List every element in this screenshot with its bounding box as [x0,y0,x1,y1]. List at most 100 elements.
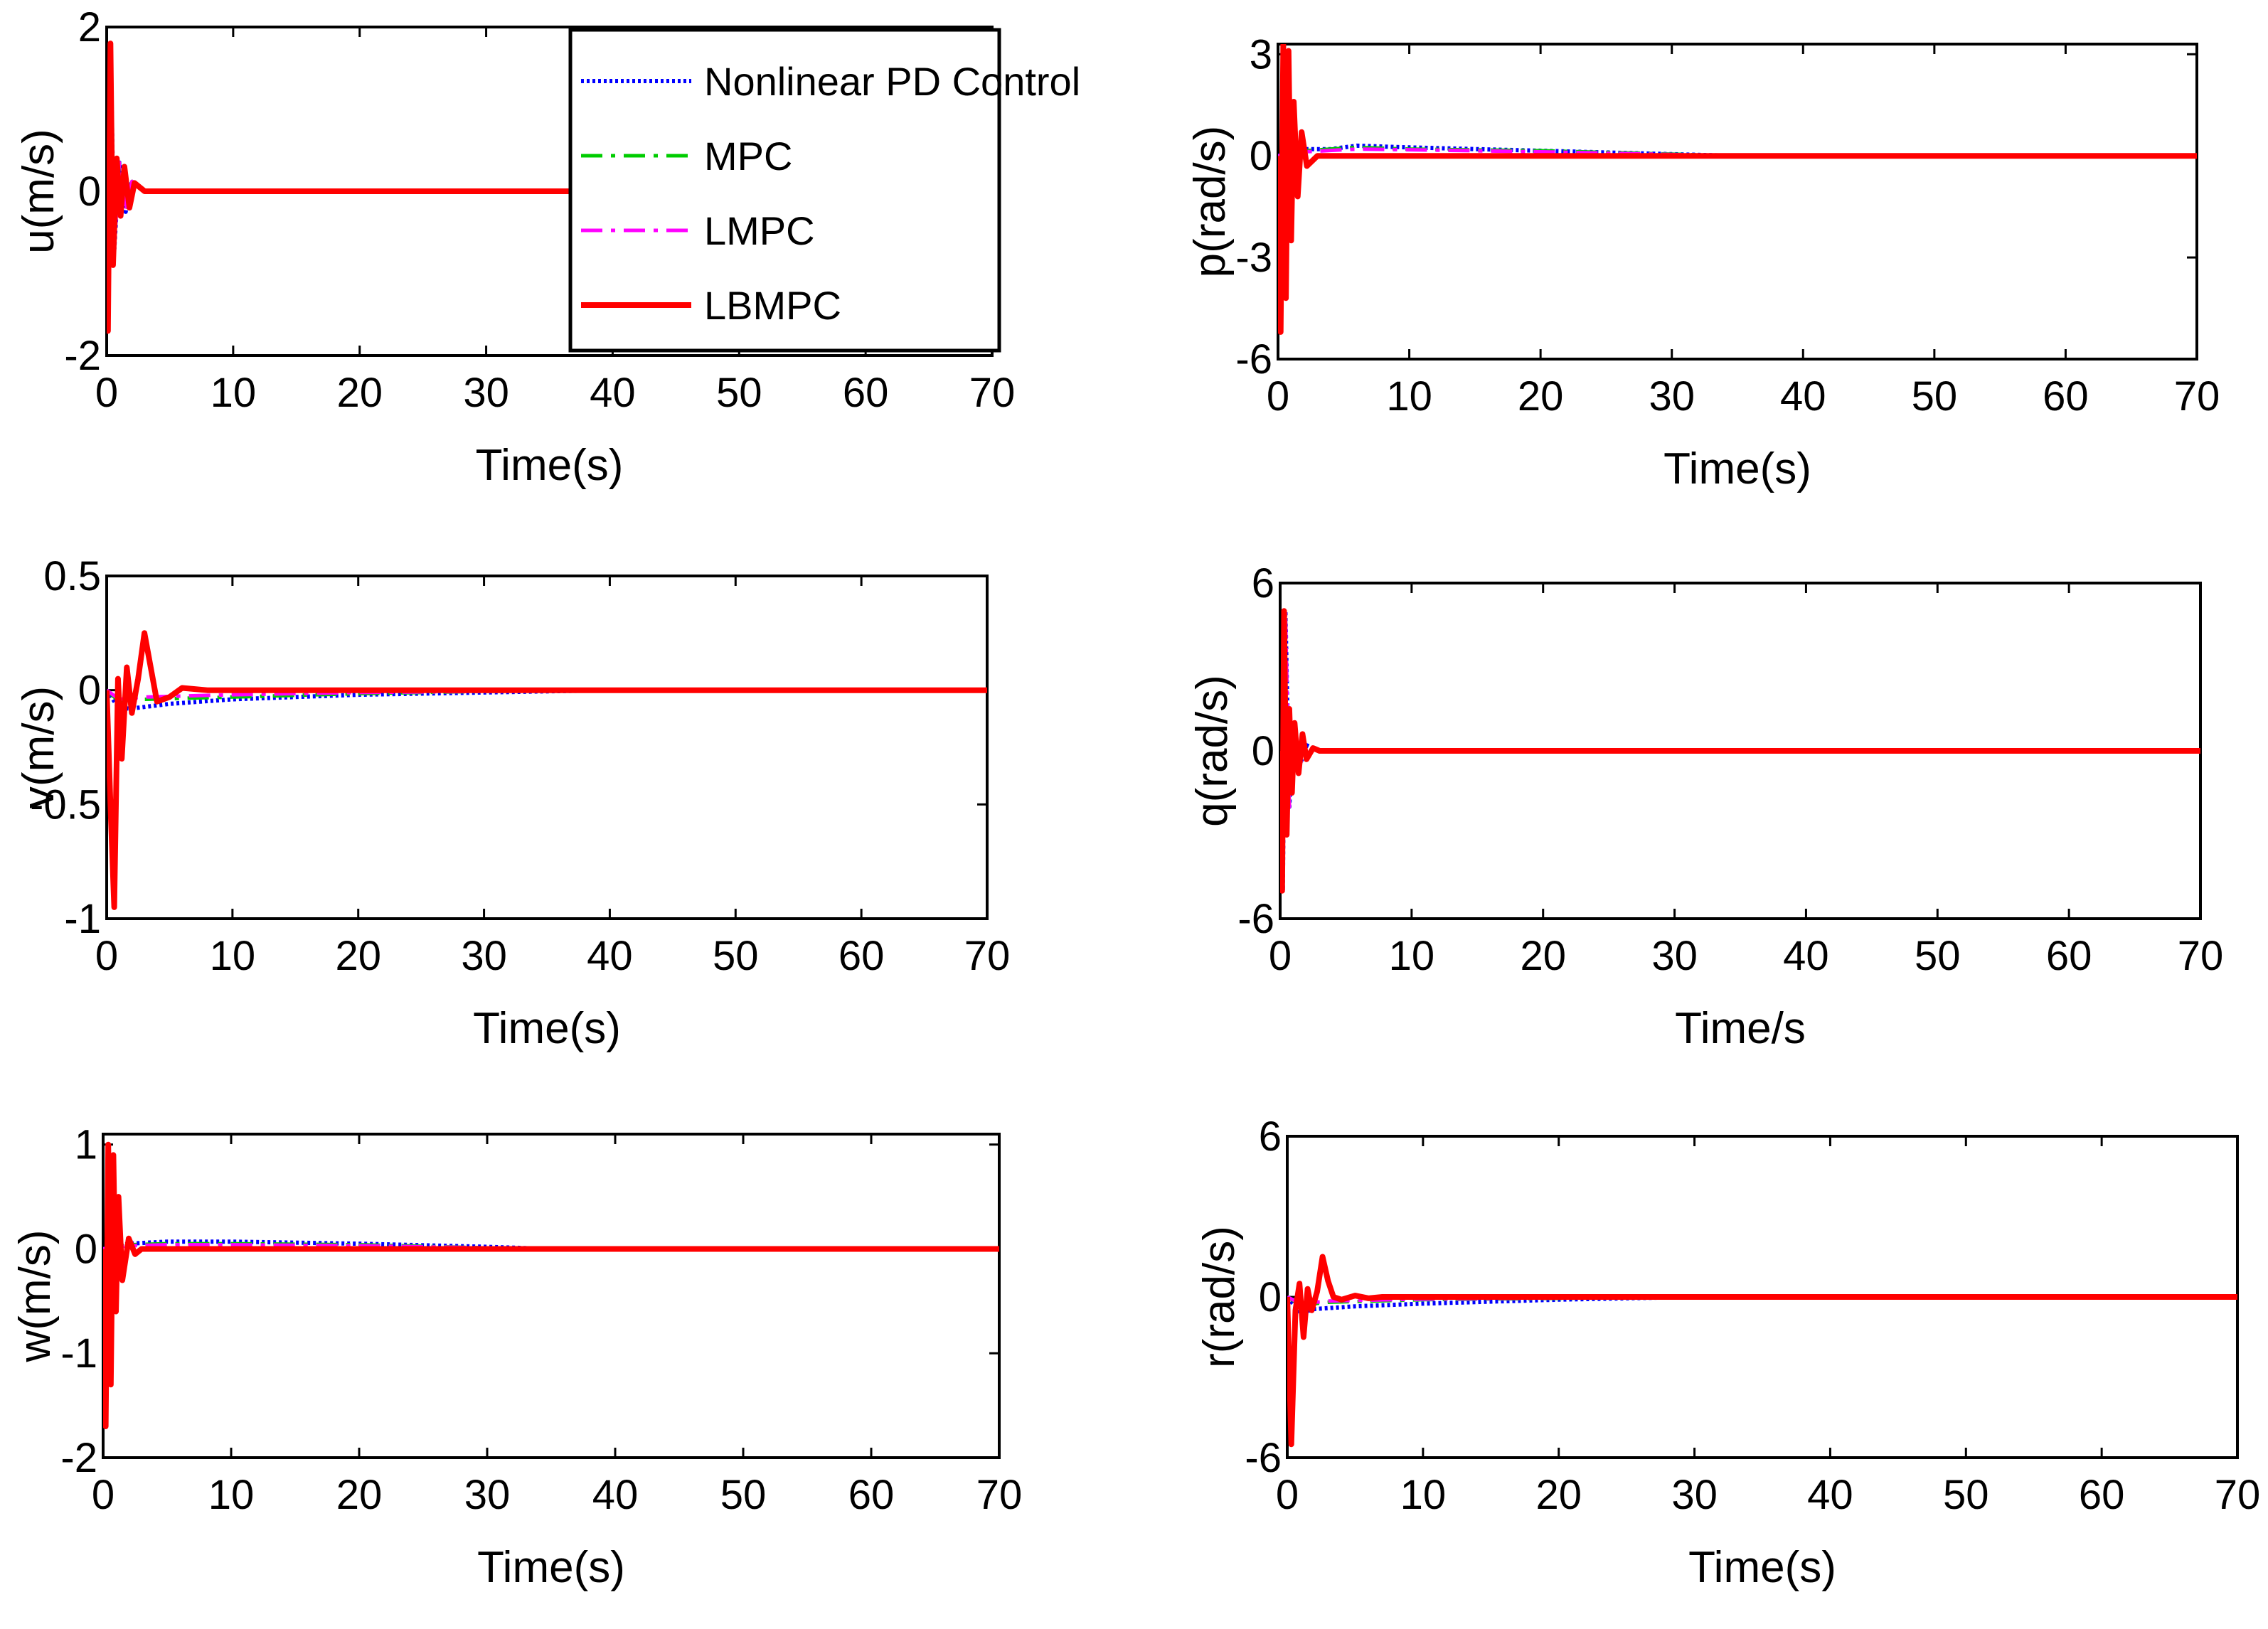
series-line-lbmpc [1287,1254,2237,1448]
x-tick-label: 10 [1400,1472,1447,1518]
y-tick-label: 3 [1250,31,1272,78]
y-axis-title: r(rad/s) [1195,1226,1244,1368]
y-tick-label: 0.5 [43,553,101,599]
x-tick-label: 40 [590,370,636,416]
series-line-lbmpc [1280,608,2200,894]
x-tick-label: 20 [1518,373,1564,420]
legend-box [568,28,1001,353]
x-tick-label: 20 [336,1472,383,1518]
y-tick-label: 0 [78,668,101,714]
x-tick-label: 20 [336,370,383,416]
x-tick-label: 40 [1780,373,1826,420]
chart-u: 0 10 20 30 40 50 60 70-202Time(s)u(m/s)Nonlinea… [14,4,1080,490]
y-tick-label: 1 [75,1122,97,1168]
x-tick-label: 10 [1389,933,1435,979]
y-tick-label: 6 [1252,560,1274,607]
x-axis-title: Time(s) [477,1543,625,1592]
series-line-lbmpc [1278,44,2197,335]
x-tick-label: 30 [1651,933,1698,979]
y-axis-title: p(rad/s) [1186,126,1235,278]
x-tick-label: 60 [2079,1472,2125,1518]
x-tick-label: 70 [2174,373,2220,420]
y-tick-label: -2 [64,333,101,379]
x-tick-label: 60 [843,370,889,416]
y-axis-title: v(m/s) [14,686,63,808]
y-tick-label: -6 [1235,336,1272,383]
x-tick-label: 0 [95,370,118,416]
chart-p: 0 10 20 30 40 50 60 70 -6 -3 0 3 Time(s) p(rad/s) [1186,31,2220,493]
chart-v: 0 10 20 30 40 50 60 70 -1 -0.5 0 0.5 Time(s) v(m/s) [14,553,1010,1053]
x-axis-title: Time(s) [476,441,624,490]
x-tick-label: 70 [2178,933,2224,979]
x-axis-title: Time(s) [1663,444,1811,493]
x-tick-label: 70 [976,1472,1023,1518]
x-tick-label: 10 [208,1472,255,1518]
x-tick-label: 50 [713,933,759,979]
x-tick-label: 10 [211,370,257,416]
x-tick-label: 50 [1943,1472,1989,1518]
x-tick-label: 40 [592,1472,639,1518]
plot-frame [1277,43,2198,360]
y-tick-label: 0 [1250,133,1272,179]
x-tick-label: 60 [2043,373,2089,420]
x-tick-label: 50 [1912,373,1958,420]
y-tick-label: 0 [78,169,101,215]
plot-frame [105,575,989,920]
x-tick-label: 50 [720,1472,767,1518]
x-tick-label: 0 [95,933,118,979]
x-tick-label: 50 [716,370,762,416]
y-axis-title: q(rad/s) [1188,675,1237,827]
legend: Nonlinear PD Control MPC LMPC LBMPC [568,28,1080,353]
y-tick-label: -6 [1237,896,1274,942]
x-tick-label: 10 [1386,373,1432,420]
x-tick-label: 70 [969,370,1016,416]
x-axis-title: Time(s) [473,1004,621,1053]
x-tick-label: 30 [463,370,509,416]
plot-frame [102,1133,1001,1459]
x-tick-label: 30 [1671,1472,1718,1518]
y-tick-label: 0 [1259,1274,1282,1320]
y-tick-label: 0 [1252,728,1274,774]
x-tick-label: 20 [335,933,381,979]
x-tick-label: 10 [210,933,256,979]
chart-w: 0 10 20 30 40 50 60 70 -2 -1 0 1 Time(s) w(m/s) [11,1122,1022,1592]
y-tick-label: 6 [1259,1113,1282,1160]
x-tick-label: 20 [1535,1472,1582,1518]
x-axis-title: Time(s) [1688,1543,1836,1592]
x-tick-label: 30 [1649,373,1695,420]
legend-label: MPC [704,134,792,178]
x-tick-label: 40 [1783,933,1829,979]
x-tick-label: 0 [1269,933,1292,979]
series-line-lbmpc [107,41,992,334]
y-tick-label: -1 [60,1330,97,1377]
y-tick-label: -3 [1235,235,1272,281]
x-tick-label: 50 [1915,933,1961,979]
y-tick-label: -6 [1245,1435,1282,1481]
x-tick-label: 0 [92,1472,115,1518]
x-tick-label: 70 [964,933,1011,979]
x-tick-label: 0 [1276,1472,1299,1518]
legend-label: LMPC [704,208,815,253]
x-tick-label: 0 [1267,373,1289,420]
legend-label: LBMPC [704,283,841,328]
x-tick-label: 70 [2215,1472,2261,1518]
x-tick-label: 60 [2046,933,2092,979]
y-tick-label: 2 [78,4,101,50]
y-tick-label: -2 [60,1435,97,1481]
x-tick-label: 20 [1520,933,1566,979]
y-axis-title: u(m/s) [14,129,63,254]
y-tick-label: -1 [64,896,101,942]
x-tick-label: 30 [464,1472,511,1518]
x-tick-label: 40 [1807,1472,1853,1518]
x-tick-label: 40 [587,933,633,979]
x-axis-title: Time/s [1675,1004,1806,1053]
legend-label: Nonlinear PD Control [704,59,1080,104]
x-tick-label: 60 [838,933,885,979]
series-line-lbmpc [107,630,987,910]
x-tick-label: 30 [461,933,507,979]
x-tick-label: 60 [848,1472,895,1518]
y-tick-label: 0 [75,1226,97,1272]
y-tick-label: -0.5 [30,781,101,828]
